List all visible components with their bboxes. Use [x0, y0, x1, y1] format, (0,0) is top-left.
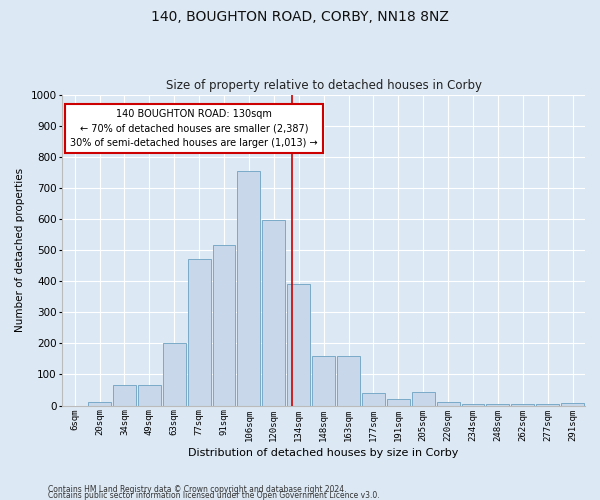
Bar — [437, 402, 460, 406]
Bar — [561, 403, 584, 406]
Bar — [163, 344, 186, 406]
Text: 140, BOUGHTON ROAD, CORBY, NN18 8NZ: 140, BOUGHTON ROAD, CORBY, NN18 8NZ — [151, 10, 449, 24]
X-axis label: Distribution of detached houses by size in Corby: Distribution of detached houses by size … — [188, 448, 459, 458]
Bar — [287, 284, 310, 406]
Bar — [362, 393, 385, 406]
Bar — [412, 392, 434, 406]
Title: Size of property relative to detached houses in Corby: Size of property relative to detached ho… — [166, 79, 482, 92]
Bar — [536, 404, 559, 406]
Bar — [188, 260, 211, 406]
Bar — [113, 386, 136, 406]
Bar — [238, 170, 260, 406]
Text: 140 BOUGHTON ROAD: 130sqm
← 70% of detached houses are smaller (2,387)
30% of se: 140 BOUGHTON ROAD: 130sqm ← 70% of detac… — [70, 108, 318, 148]
Bar — [312, 356, 335, 406]
Bar — [511, 404, 534, 406]
Text: Contains HM Land Registry data © Crown copyright and database right 2024.: Contains HM Land Registry data © Crown c… — [48, 485, 347, 494]
Bar — [212, 246, 235, 406]
Bar — [337, 356, 360, 406]
Bar — [262, 220, 285, 406]
Bar — [138, 386, 161, 406]
Bar — [487, 404, 509, 406]
Bar — [461, 404, 484, 406]
Bar — [387, 400, 410, 406]
Text: Contains public sector information licensed under the Open Government Licence v3: Contains public sector information licen… — [48, 491, 380, 500]
Bar — [88, 402, 111, 406]
Y-axis label: Number of detached properties: Number of detached properties — [15, 168, 25, 332]
